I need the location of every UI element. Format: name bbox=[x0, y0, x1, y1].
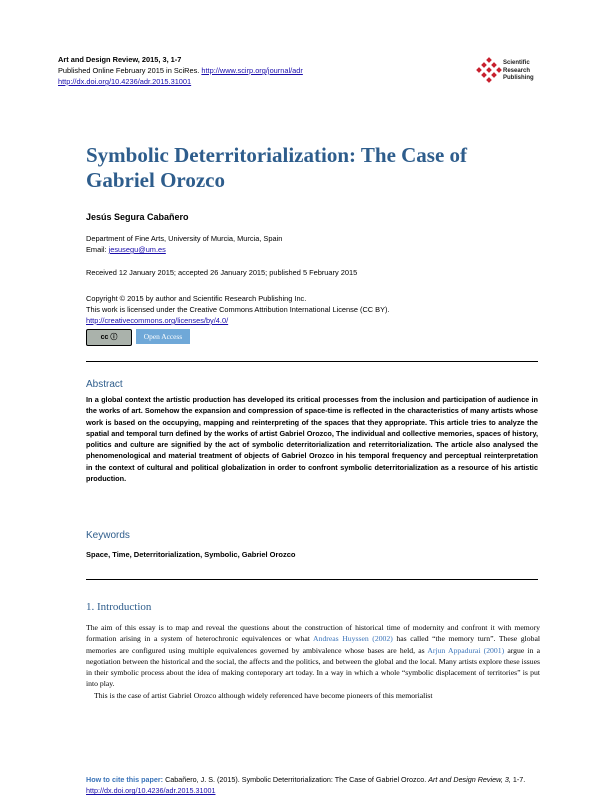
cite-doi-link[interactable]: http://dx.doi.org/10.4236/adr.2015.31001 bbox=[86, 786, 216, 795]
citation-appadurai[interactable]: Arjun Appadurai (2001) bbox=[427, 645, 505, 655]
scirp-logo-icon bbox=[476, 57, 502, 83]
title-line-1: Symbolic Deterritorialization: The Case … bbox=[86, 143, 468, 167]
email-link[interactable]: jesusegu@um.es bbox=[108, 245, 166, 254]
affiliation-block: Department of Fine Arts, University of M… bbox=[86, 233, 282, 255]
affiliation: Department of Fine Arts, University of M… bbox=[86, 234, 283, 243]
cite-pages: 1-7. bbox=[510, 775, 526, 784]
divider-top bbox=[86, 361, 538, 362]
abstract-text: In a global context the artistic product… bbox=[86, 395, 538, 484]
cc-by-badge[interactable]: cc ⓘ bbox=[86, 329, 132, 346]
open-access-badge[interactable]: Open Access bbox=[136, 329, 190, 344]
keywords-heading: Keywords bbox=[86, 530, 130, 541]
text-run: has called “the memory turn”. These glob… bbox=[86, 634, 541, 655]
cite-text: Cabañero, J. S. (2015). Symbolic Deterri… bbox=[163, 775, 429, 784]
logo-line-1: Scientific bbox=[503, 60, 530, 66]
doi-link[interactable]: http://dx.doi.org/10.4236/adr.2015.31001 bbox=[58, 77, 192, 86]
logo-text: Scientific Research Publishing bbox=[503, 60, 534, 83]
keywords-list: Space, Time, Deterritorialization, Symbo… bbox=[86, 550, 296, 559]
text-run: argue in a negotiation between the histo… bbox=[86, 645, 540, 689]
introduction-body: The aim of this essay is to map and reve… bbox=[86, 622, 540, 701]
author-name: Jesús Segura Cabañero bbox=[86, 212, 189, 222]
email-line: Email: jesusegu@um.es bbox=[86, 244, 282, 255]
paper-title: Symbolic Deterritorialization: The Case … bbox=[86, 143, 556, 193]
how-to-cite: How to cite this paper: Cabañero, J. S. … bbox=[86, 774, 546, 796]
citation-huyssen[interactable]: Andreas Huyssen (2002) bbox=[313, 634, 393, 644]
divider-bottom bbox=[86, 579, 538, 580]
cite-label: How to cite this paper: bbox=[86, 775, 164, 784]
email-label: Email: bbox=[86, 245, 107, 254]
journal-header: Art and Design Review, 2015, 3, 1-7 Publ… bbox=[58, 54, 303, 87]
copyright-line: Copyright © 2015 by author and Scientifi… bbox=[86, 294, 307, 303]
logo-line-3: Publishing bbox=[503, 75, 534, 81]
journal-citation: Art and Design Review, 2015, 3, 1-7 bbox=[58, 55, 182, 64]
abstract-heading: Abstract bbox=[86, 379, 123, 390]
paragraph: This is the case of artist Gabriel Orozc… bbox=[94, 690, 433, 700]
received-dates: Received 12 January 2015; accepted 26 Ja… bbox=[86, 268, 358, 277]
copyright-block: Copyright © 2015 by author and Scientifi… bbox=[86, 293, 390, 326]
title-line-2: Gabriel Orozco bbox=[86, 168, 225, 192]
journal-link[interactable]: http://www.scirp.org/journal/adr bbox=[201, 66, 303, 75]
scirp-logo: Scientific Research Publishing bbox=[476, 57, 546, 87]
license-line: This work is licensed under the Creative… bbox=[86, 305, 390, 314]
license-link[interactable]: http://creativecommons.org/licenses/by/4… bbox=[86, 316, 229, 325]
introduction-heading: 1. Introduction bbox=[86, 601, 152, 613]
cite-journal: Art and Design Review, 3, bbox=[428, 775, 511, 784]
published-text: Published Online February 2015 in SciRes… bbox=[58, 66, 200, 75]
published-line: Published Online February 2015 in SciRes… bbox=[58, 65, 303, 76]
logo-line-2: Research bbox=[503, 67, 531, 74]
paragraph: The aim of this essay is to map and reve… bbox=[86, 622, 540, 690]
text-run: The aim of this essay is to map and reve… bbox=[86, 623, 540, 644]
